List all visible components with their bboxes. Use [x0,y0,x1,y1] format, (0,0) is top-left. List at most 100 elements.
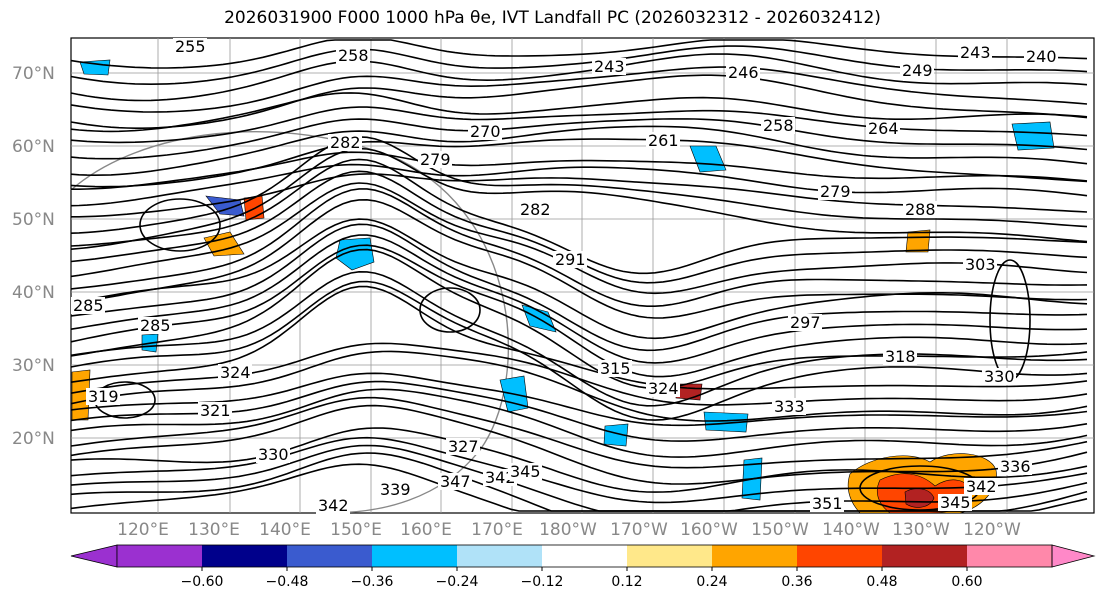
contour-label: 321 [200,401,231,420]
contour-label-bg [761,117,795,134]
colorbar-segment [542,545,627,567]
lon-tick-label: 130°W [892,520,950,540]
lat-tick-label: 60°N [12,137,55,157]
contour-label-bg [964,478,998,495]
contour-label-bg [818,183,852,200]
contour-label-bg [518,201,552,218]
contour-label: 243 [960,43,991,62]
theta-e-contour [70,234,1088,364]
longitude-axis: 120°E 130°E 140°E 150°E 160°E 170°E 180°W 170°W… [117,520,1021,540]
contour-label-bg [883,348,917,365]
contour-label-bg [646,380,680,397]
theta-e-contour [70,248,1088,390]
contour-label-bg [173,38,207,55]
theta-e-contour [70,218,1088,340]
blue-patch [603,423,629,447]
blue-patch [1011,121,1055,151]
contour-label-bg [1024,48,1058,65]
contour-label: 324 [220,363,251,382]
contour-label: 282 [520,200,551,219]
lon-tick-label: 150°E [330,520,382,540]
orange-patch [905,229,931,253]
lon-tick-label: 170°E [471,520,523,540]
contour-label-bg [446,438,480,455]
contour-label: 285 [140,316,171,335]
theta-e-contour [70,147,1088,250]
lon-tick-label: 180°W [539,520,597,540]
colorbar-segment [967,545,1052,567]
contour-label: 279 [420,150,451,169]
contour-label-bg [963,256,997,273]
theta-e-contour [70,285,1088,390]
map-title: 2026031900 F000 1000 hPa θe, IVT Landfal… [224,8,881,28]
colorbar-tick-label: 0.48 [866,574,897,590]
theta-e-contour [70,436,1088,504]
lon-tick-label: 150°W [751,520,809,540]
contour-label-bg [598,360,632,377]
contour-label: 288 [905,200,936,219]
contour-label: 345 [940,493,971,512]
lon-tick-label: 120°E [117,520,169,540]
contour-label: 333 [774,397,805,416]
colorbar-tick-label: −0.24 [436,574,479,590]
contour-label: 324 [648,379,679,398]
colorbar-tick-label: −0.36 [351,574,394,590]
colorbar-segment [627,545,712,567]
contour-label: 270 [470,122,501,141]
colorbar-tick-label: 0.12 [611,574,642,590]
lon-tick-label: 120°W [963,520,1021,540]
theta-e-contour [70,444,1088,512]
contour-label-bg [468,123,502,140]
contour-label-bg [86,388,120,405]
contour-label-bg [336,47,370,64]
contour-label: 261 [648,131,679,150]
theta-e-contour [70,388,1088,458]
contour-label-bg [900,62,934,79]
theta-e-contour [70,182,1088,295]
colorbar-frame [116,544,1053,568]
theta-e-contour [70,463,1088,512]
contour-label: 319 [88,387,119,406]
contour-label: 336 [1000,457,1031,476]
theta-e-contour [70,404,1088,485]
contour-label: 282 [330,133,361,152]
contour-label-bg [316,497,350,514]
lon-tick-label: 160°W [680,520,738,540]
contour-label-bg [592,58,626,75]
blue-patch [79,59,111,76]
colorbar-tick-label: −0.12 [521,574,564,590]
theta-e-contour [70,39,1088,69]
contour-label-bg [726,64,760,81]
contour-label-bg [646,132,680,149]
contour-label-bg [328,134,362,151]
colorbar-extend-right [1051,544,1096,568]
theta-e-contours [70,39,1088,512]
contour-label: 240 [1026,47,1057,66]
colorbar-tick-label: 0.36 [781,574,812,590]
colorbar-tick-label: −0.60 [181,574,224,590]
contour-label: 297 [790,313,821,332]
contour-label: 342 [485,468,516,487]
contour-label: 351 [812,494,843,513]
contour-label-bg [958,44,992,61]
theta-e-contour [71,151,1088,190]
contour-label: 279 [820,182,851,201]
theta-e-contour [70,125,1088,177]
colorbar-extend-left [70,544,118,568]
contour-label-bg [378,481,412,498]
contour-label-bg [218,364,252,381]
colorbar-segment [287,545,372,567]
colorbar-segment [117,545,202,567]
theta-e-contour [70,372,1088,427]
theta-e-contour [70,198,1088,319]
contour-label: 291 [555,250,586,269]
contour-label-bg [998,458,1032,475]
contour-label: 330 [258,445,289,464]
lat-tick-label: 40°N [12,283,55,303]
theta-e-contour [70,118,1088,160]
contour-label: 246 [728,63,759,82]
contour-label: 303 [965,255,996,274]
lat-tick-label: 20°N [12,429,55,449]
contour-label: 285 [73,296,104,315]
